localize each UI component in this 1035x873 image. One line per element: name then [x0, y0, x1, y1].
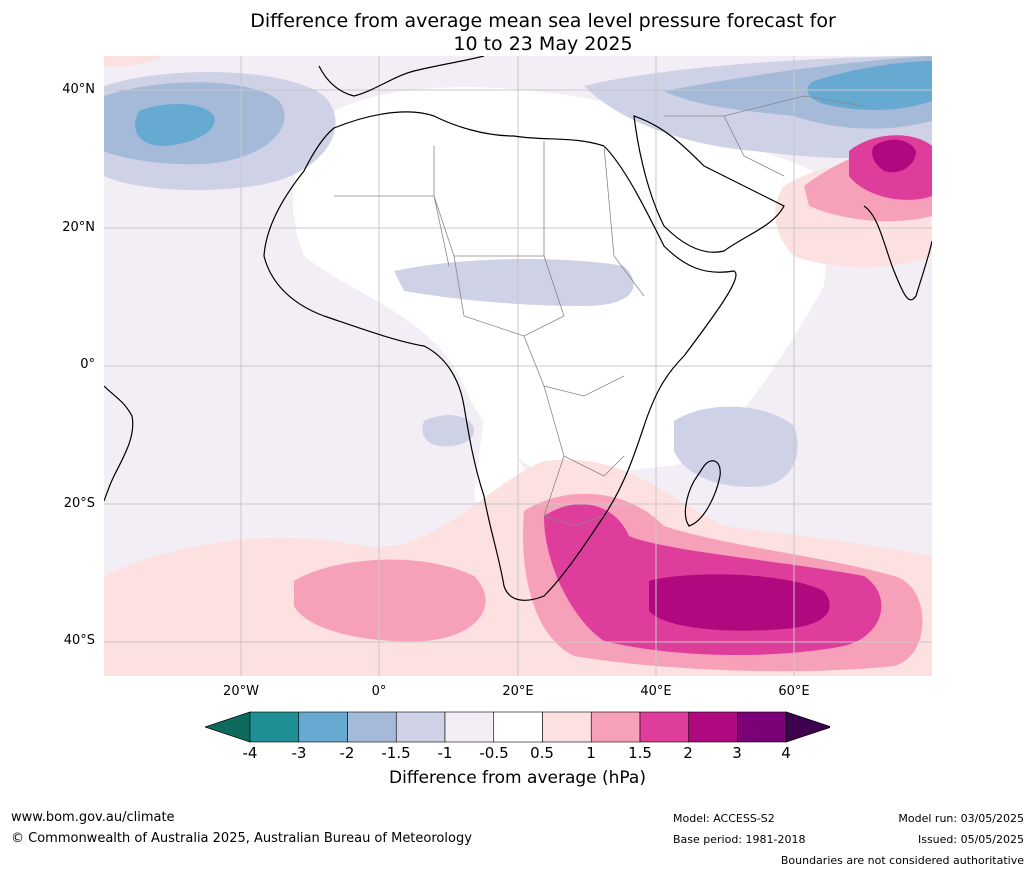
negative-patch-mideast-core	[807, 61, 932, 110]
negative-patch-sahel	[394, 259, 634, 306]
chart-title: Difference from average mean sea level p…	[0, 10, 1035, 56]
footer-base-period: Base period: 1981-2018	[673, 833, 806, 846]
negative-patch-gulf-guinea	[422, 415, 475, 447]
colorbar-cell	[737, 711, 787, 743]
colorbar-tick: 2	[683, 744, 693, 762]
africa-coastline	[263, 111, 737, 601]
colorbar-tick: 4	[781, 744, 791, 762]
colorbar-tick: -2	[339, 744, 355, 762]
title-line-1: Difference from average mean sea level p…	[250, 10, 836, 32]
colorbar-cell	[444, 711, 495, 743]
colorbar-tick: 1.5	[628, 744, 652, 762]
colorbar-cell	[493, 711, 543, 743]
colorbar-tick: -0.5	[479, 744, 509, 762]
colorbar-extend-max	[785, 711, 830, 743]
colorbar-label: Difference from average (hPa)	[389, 768, 646, 788]
colorbar-cell	[395, 711, 446, 743]
india-coastline	[863, 205, 932, 301]
positive-patch-india-core	[872, 139, 916, 173]
colorbar-cell	[639, 711, 690, 743]
colorbar	[205, 711, 830, 743]
colorbar-tick: 1	[586, 744, 596, 762]
colorbar-cell	[347, 711, 397, 743]
footer-website: www.bom.gov.au/climate	[11, 810, 175, 825]
footer-copyright: © Commonwealth of Australia 2025, Austra…	[11, 831, 472, 846]
colorbar-tick: -4	[242, 744, 258, 762]
colorbar-tick: -1.5	[381, 744, 411, 762]
colorbar-tick: -1	[437, 744, 453, 762]
colorbar-tick: -3	[291, 744, 307, 762]
title-line-2: 10 to 23 May 2025	[453, 33, 633, 55]
lat-label-40n: 40°N	[62, 82, 95, 97]
footer-model: Model: ACCESS-S2	[673, 812, 775, 825]
colorbar-cell	[249, 711, 300, 743]
colorbar-cell	[688, 711, 738, 743]
lon-label-60e: 60°E	[778, 684, 810, 699]
colorbar-cell	[542, 711, 592, 743]
lon-label-20e: 20°E	[502, 684, 534, 699]
lat-label-0: 0°	[80, 357, 95, 372]
lon-label-0: 0°	[371, 684, 387, 699]
positive-patch-south-core	[649, 574, 830, 631]
colorbar-tick: 0.5	[530, 744, 554, 762]
pressure-anomaly-map	[104, 56, 932, 676]
graticule	[104, 56, 932, 676]
arabia-coastline	[633, 115, 785, 253]
footer-issued: Issued: 05/05/2025	[917, 833, 1024, 846]
colorbar-cell	[298, 711, 348, 743]
lat-label-20s: 20°S	[63, 496, 95, 511]
footer-disclaimer: Boundaries are not considered authoritat…	[780, 854, 1024, 867]
lon-label-20w: 20°W	[223, 684, 259, 699]
country-borders	[334, 95, 865, 527]
lat-label-40s: 40°S	[63, 633, 95, 648]
colorbar-tick: 3	[732, 744, 742, 762]
lon-label-40e: 40°E	[640, 684, 672, 699]
colorbar-cell	[590, 711, 641, 743]
madagascar-coastline	[684, 460, 721, 527]
lat-label-20n: 20°N	[62, 220, 95, 235]
negative-patch-indian-ocean	[674, 406, 798, 487]
negative-patch-atlantic-core	[135, 104, 215, 146]
europe-coastline	[318, 56, 485, 97]
positive-patch-south-mid	[294, 559, 486, 642]
south-america-coastline	[104, 385, 134, 502]
positive-patch-north-edge	[104, 56, 164, 67]
colorbar-extend-min	[205, 711, 251, 743]
footer-model-run: Model run: 03/05/2025	[898, 812, 1024, 825]
